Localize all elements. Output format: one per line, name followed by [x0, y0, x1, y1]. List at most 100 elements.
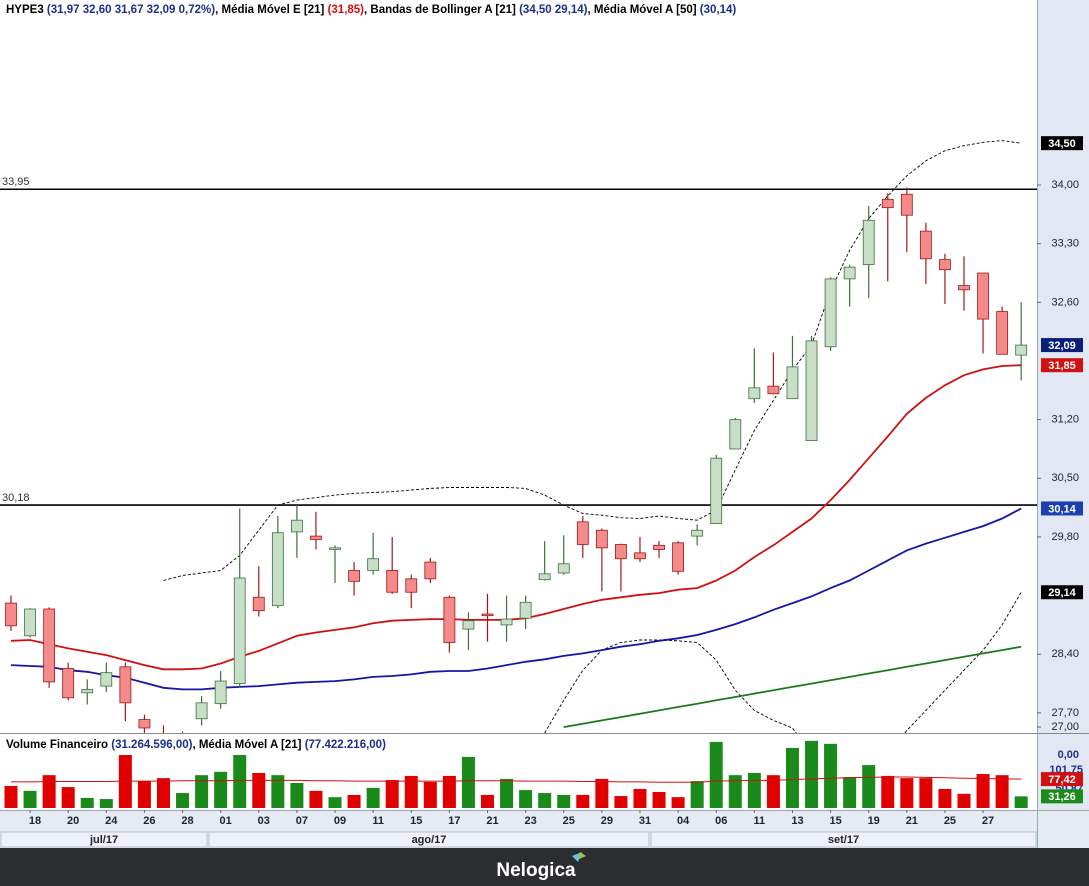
volume-bar — [595, 778, 609, 808]
price-badge — [1041, 585, 1083, 600]
legend-name: HYPE3 — [6, 4, 44, 16]
volume-bar — [347, 794, 361, 808]
x-tick-label: 04 — [677, 815, 690, 827]
candle-body — [443, 596, 456, 643]
volume-bar — [824, 743, 838, 808]
candle-body — [824, 278, 837, 348]
volume-bar — [957, 793, 971, 808]
legend-name: Bandas de Bollinger A [21] — [370, 4, 516, 16]
candle-body — [24, 608, 36, 637]
x-tick-label: 20 — [67, 815, 79, 827]
x-tick-label: 15 — [410, 815, 422, 827]
volume-bar — [614, 796, 628, 808]
volume-bar — [366, 787, 380, 808]
volume-bar — [214, 771, 228, 808]
price-badge-label: 77,42 — [1048, 774, 1076, 786]
candle-body — [977, 272, 989, 320]
volume-bar — [328, 797, 342, 808]
candle-body — [691, 529, 704, 537]
candle-body — [538, 573, 551, 581]
candle-body — [919, 230, 932, 260]
candle-body — [100, 672, 113, 687]
volume-bar — [652, 791, 666, 808]
volume-bar — [919, 778, 933, 808]
y-tick-label: 31,20 — [1051, 414, 1079, 426]
x-tick-label: 15 — [829, 815, 841, 827]
y-tick-label: 28,40 — [1051, 648, 1079, 660]
volume-bar — [461, 756, 475, 808]
candle-body — [81, 689, 94, 694]
candle-body — [634, 552, 646, 560]
candle-body — [138, 719, 151, 729]
candle-body — [1015, 344, 1028, 356]
y-tick-label: 30,50 — [1051, 472, 1079, 484]
candle-body — [386, 570, 399, 593]
y-tick-label: 29,80 — [1051, 531, 1079, 543]
brand-icon — [579, 852, 586, 859]
candle-body — [595, 529, 608, 549]
footer — [0, 848, 1089, 886]
candle-body — [519, 601, 532, 619]
indicator-line — [163, 140, 1022, 581]
volume-bar — [690, 781, 704, 808]
candle-body — [310, 535, 322, 540]
candle-body — [195, 702, 208, 720]
volume-bar — [404, 775, 418, 808]
candle-body — [481, 613, 494, 617]
legend-value: (31,85) — [328, 4, 365, 16]
volume-bar — [233, 755, 247, 808]
x-tick-label: 21 — [486, 815, 498, 827]
x-tick-label: 01 — [220, 815, 232, 827]
candle-body — [862, 219, 875, 266]
candle-body — [653, 544, 665, 550]
indicator-line — [10, 364, 1022, 671]
price-badge-label: 31,26 — [1048, 791, 1076, 803]
volume-bar — [4, 785, 18, 808]
x-tick-label: 21 — [906, 815, 918, 827]
candle-body — [500, 618, 513, 626]
volume-bar — [785, 747, 799, 808]
volume-bar — [1014, 796, 1028, 808]
x-tick-label: 24 — [105, 815, 118, 827]
price-axis-panel — [1037, 0, 1089, 810]
y-tick-label: 27,00 — [1051, 721, 1079, 733]
volume-plot — [4, 740, 1028, 808]
month-cell — [0, 831, 208, 848]
legend: Volume Financeiro (31.264.596,00), Média… — [6, 739, 386, 751]
candle-body — [748, 387, 761, 400]
month-label: ago/17 — [412, 834, 447, 846]
legend-value: (31,97 32,60 31,67 32,09 0,72%) — [47, 4, 215, 16]
volume-bar — [481, 794, 494, 808]
brand-icon — [572, 852, 582, 862]
candle-body — [233, 577, 246, 684]
volume-bar — [23, 790, 37, 808]
x-tick-label: 28 — [181, 815, 193, 827]
price-badge — [1041, 338, 1083, 353]
candle-body — [881, 198, 894, 209]
x-tick-label: 06 — [715, 815, 727, 827]
price-badge — [1041, 501, 1083, 516]
x-tick-label: 29 — [601, 815, 613, 827]
legend-name: Média Móvel A [50] — [594, 4, 697, 16]
volume-bar — [195, 775, 209, 808]
legend-value: (30,14) — [700, 4, 737, 16]
price-badge — [1041, 789, 1083, 804]
candle-body — [424, 561, 437, 580]
volume-bar — [252, 772, 266, 808]
volume-bar — [176, 793, 190, 808]
volume-bar — [80, 797, 94, 808]
price-badge — [1041, 358, 1083, 373]
candle-body — [348, 570, 360, 582]
price-badge-label: 34,50 — [1048, 138, 1076, 150]
candle-body — [5, 602, 17, 627]
y-tick-label: 33,30 — [1051, 238, 1079, 250]
x-tick-label: 25 — [563, 815, 575, 827]
volume-bar — [42, 775, 56, 808]
x-tick-label: 23 — [524, 815, 536, 827]
price-badge-label: 29,14 — [1048, 587, 1076, 599]
volume-bar — [709, 741, 723, 808]
candle-body — [290, 519, 303, 533]
x-tick-label: 11 — [754, 815, 766, 827]
indicator-line — [10, 507, 1022, 691]
